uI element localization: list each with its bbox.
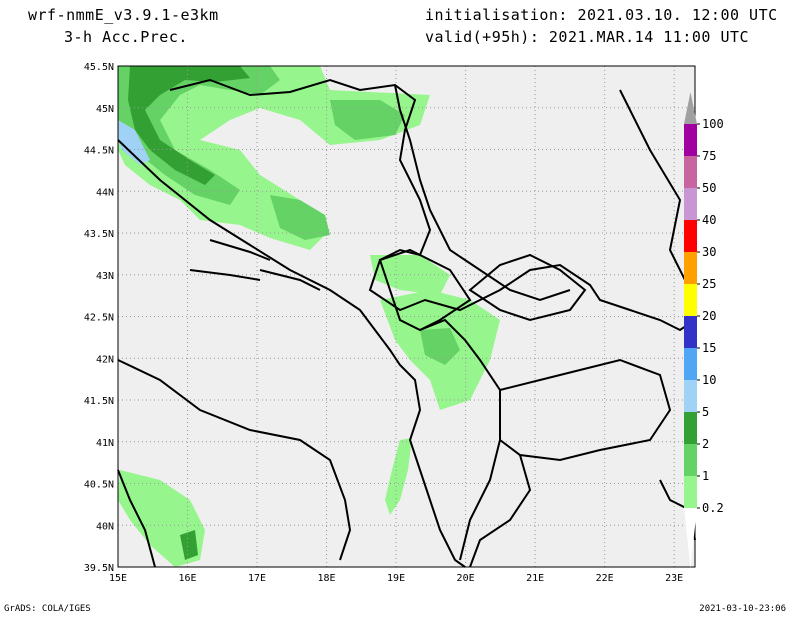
colorbar-label: 40 <box>702 213 716 227</box>
colorbar-segment <box>684 252 697 284</box>
border-greece <box>469 454 532 568</box>
colorbar-label: 5 <box>702 405 709 419</box>
colorbar-segment <box>684 348 697 380</box>
lat-tick-label: 41.5N <box>84 396 114 407</box>
colorbar-label: 30 <box>702 245 716 259</box>
precip-area-serbia <box>330 100 405 140</box>
colorbar-segment <box>684 284 697 316</box>
lon-tick-label: 17E <box>248 573 266 584</box>
lat-tick-label: 42N <box>96 354 114 365</box>
island-outline <box>209 239 271 261</box>
initialisation-time: initialisation: 2021.03.10. 12:00 UTC <box>425 6 778 24</box>
colorbar-segment <box>684 412 697 444</box>
lat-tick-label: 45.5N <box>84 62 114 73</box>
colorbar-label: 10 <box>702 373 716 387</box>
colorbar-segment <box>684 188 697 220</box>
colorbar-tail <box>684 508 697 568</box>
lat-tick-label: 45N <box>96 104 114 115</box>
border-serbia <box>394 84 571 302</box>
timestamp: 2021-03-10-23:06 <box>699 604 786 614</box>
lat-tick-label: 40N <box>96 521 114 532</box>
precip-area-montenegro-medium <box>420 328 460 365</box>
lat-tick-label: 39.5N <box>84 563 114 574</box>
precip-area-albania-strip <box>385 438 412 515</box>
border-montenegro <box>378 248 472 332</box>
colorbar-label: 100 <box>702 117 724 131</box>
lon-tick-label: 15E <box>109 573 127 584</box>
lon-tick-label: 16E <box>178 573 196 584</box>
precip-area-bosnia <box>270 195 330 240</box>
valid-time: valid(+95h): 2021.MAR.14 11:00 UTC <box>425 28 750 46</box>
lon-axis: 15E 16E 17E 18E 19E 20E 21E 22E 23E <box>109 573 683 584</box>
lat-axis: 39.5N 40N 40.5N 41N 41.5N 42N 42.5N 43N 43.5N 44N… <box>84 62 114 574</box>
coastline-italy-south <box>117 469 156 568</box>
colorbar-label: 2 <box>702 437 709 451</box>
precip-areas <box>118 66 500 567</box>
lat-tick-label: 43.5N <box>84 229 114 240</box>
precip-area-italy-medium <box>180 530 198 560</box>
map-grid <box>118 66 695 567</box>
colorbar-label: 25 <box>702 277 716 291</box>
colorbar-segment <box>684 316 697 348</box>
border-kosovo <box>468 253 587 322</box>
coastline-adriatic <box>117 139 466 568</box>
colorbar-label: 75 <box>702 149 716 163</box>
field-name: 3-h Acc.Prec. <box>64 28 188 46</box>
colorbar-label: 1 <box>702 469 709 483</box>
lat-tick-label: 40.5N <box>84 480 114 491</box>
lat-tick-label: 44N <box>96 187 114 198</box>
colorbar-label: 15 <box>702 341 716 355</box>
lon-tick-label: 21E <box>526 573 544 584</box>
colorbar-arrow <box>684 92 697 124</box>
lon-tick-label: 22E <box>596 573 614 584</box>
lat-tick-label: 42.5N <box>84 313 114 324</box>
colorbar-label: 20 <box>702 309 716 323</box>
colorbar-segment <box>684 444 697 476</box>
island-outline <box>189 269 261 281</box>
lat-tick-label: 43N <box>96 271 114 282</box>
grads-credit: GrADS: COLA/IGES <box>4 604 91 614</box>
lat-tick-label: 41N <box>96 438 114 449</box>
precip-area-heavy <box>128 66 250 185</box>
colorbar-label: 50 <box>702 181 716 195</box>
model-name: wrf-nmmE_v3.9.1-e3km <box>28 6 219 24</box>
colorbar-segment <box>684 220 697 252</box>
colorbar-label: 0.2 <box>702 501 724 515</box>
coastline-italy <box>117 359 352 561</box>
water-area <box>118 120 150 165</box>
lon-tick-label: 20E <box>457 573 475 584</box>
lon-tick-label: 19E <box>387 573 405 584</box>
colorbar-segment <box>684 380 697 412</box>
island-outline <box>259 269 321 291</box>
border-bulgaria <box>619 89 691 291</box>
colorbar-segment <box>684 476 697 508</box>
lon-tick-label: 18E <box>318 573 336 584</box>
lon-tick-label: 23E <box>665 573 683 584</box>
colorbar-segment <box>684 124 697 156</box>
border-macedonia <box>499 358 672 462</box>
precip-area-medium <box>118 66 280 205</box>
colorbar-segment <box>684 156 697 188</box>
lat-tick-label: 44.5N <box>84 146 114 157</box>
